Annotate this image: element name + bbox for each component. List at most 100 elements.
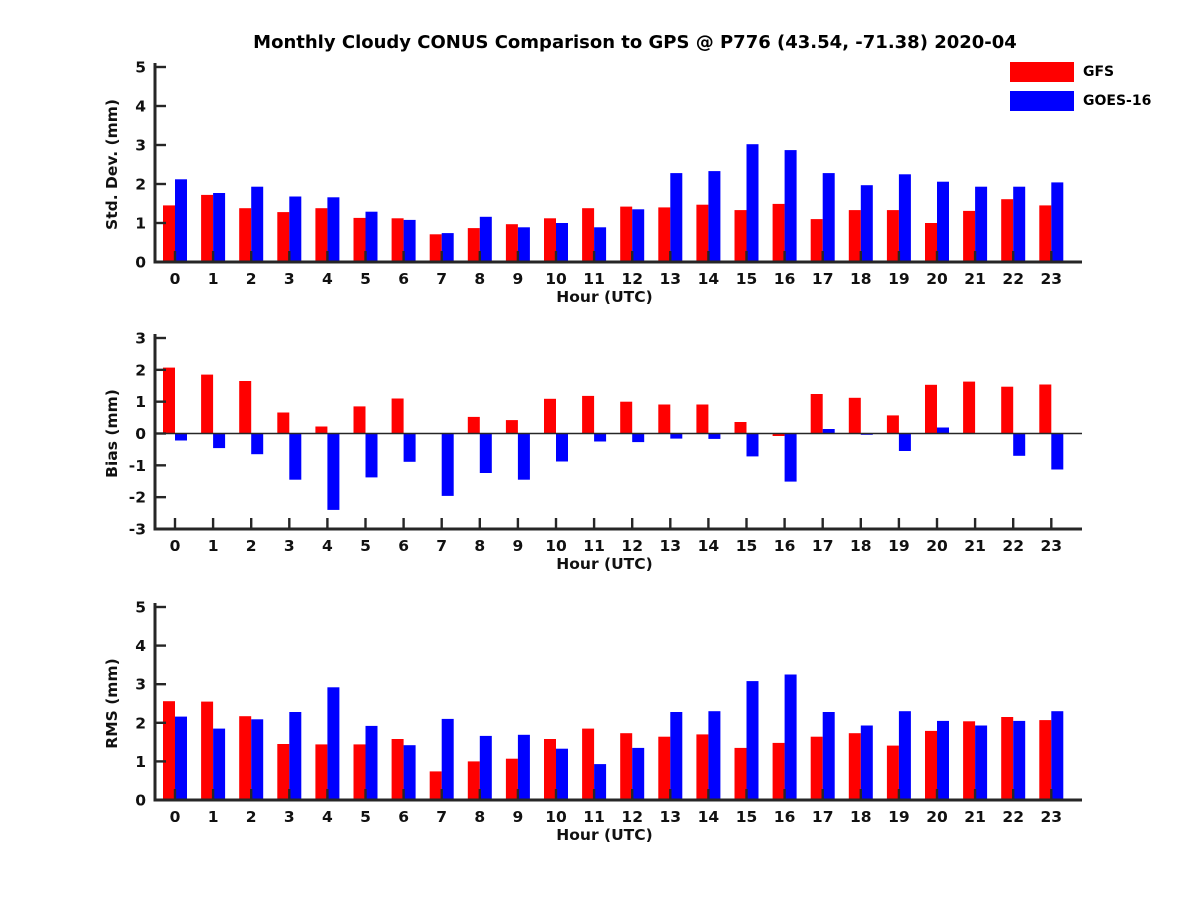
x-tick-label: 14: [698, 270, 720, 288]
rms-bar-gfs-h16: [772, 742, 785, 800]
y-tick-label: 3: [135, 330, 146, 348]
bias-bar-gfs-h19: [886, 415, 899, 434]
bias-bar-gfs-h17: [810, 394, 823, 434]
rms-bar-gfs-h12: [620, 733, 633, 800]
x-tick-label: 17: [812, 537, 834, 555]
stddev-bar-goes-16-h3: [289, 196, 302, 262]
bias-bar-gfs-h15: [734, 422, 747, 434]
x-tick-label: 4: [322, 808, 333, 826]
bias-bar-gfs-h4: [315, 426, 328, 434]
bias-bar-goes-16-h11: [594, 433, 607, 442]
x-tick-label: 2: [246, 808, 257, 826]
bias-bar-goes-16-h9: [517, 433, 530, 480]
x-tick-label: 20: [926, 537, 948, 555]
y-tick-label: 5: [135, 599, 146, 617]
bias-bar-gfs-h0: [163, 367, 175, 434]
legend: GFS GOES-16: [1010, 62, 1151, 120]
rms-bar-goes-16-h17: [822, 712, 835, 800]
x-tick-label: 1: [208, 270, 219, 288]
rms-bar-goes-16-h14: [708, 711, 721, 800]
rms-bar-goes-16-h1: [213, 728, 226, 800]
rms-bar-goes-16-h20: [937, 720, 949, 800]
stddev-bar-gfs-h3: [277, 212, 290, 262]
stddev-bar-goes-16-h14: [708, 171, 721, 262]
x-tick-label: 10: [545, 270, 567, 288]
stddev-bar-gfs-h19: [886, 210, 899, 262]
stddev-bar-goes-16-h12: [632, 209, 645, 262]
stddev-bar-gfs-h8: [467, 228, 480, 262]
x-tick-label: 19: [888, 808, 910, 826]
rms-bar-goes-16-h19: [898, 711, 911, 800]
x-tick-label: 19: [888, 270, 910, 288]
x-tick-label: 23: [1041, 537, 1063, 555]
y-tick-label: 2: [135, 714, 146, 732]
x-tick-label: 3: [284, 808, 295, 826]
x-tick-label: 23: [1041, 808, 1063, 826]
stddev-bar-gfs-h21: [963, 210, 976, 262]
stddev-bar-goes-16-h2: [251, 186, 264, 262]
rms-bar-goes-16-h0: [175, 716, 187, 800]
x-tick-label: 1: [208, 537, 219, 555]
x-tick-label: 15: [736, 270, 758, 288]
bias-bar-gfs-h13: [658, 404, 671, 434]
rms-bar-gfs-h6: [391, 739, 404, 800]
x-tick-label: 20: [926, 270, 948, 288]
rms-bar-goes-16-h5: [365, 725, 378, 800]
bias-bar-gfs-h1: [201, 374, 214, 434]
rms-bar-goes-16-h22: [1013, 720, 1026, 800]
x-tick-label: 18: [850, 808, 872, 826]
bias-bar-gfs-h9: [505, 420, 518, 434]
x-tick-label: 13: [660, 808, 682, 826]
x-tick-label: 17: [812, 270, 834, 288]
stddev-bar-gfs-h11: [582, 208, 595, 262]
bias-bar-goes-16-h1: [213, 433, 226, 449]
bias-bar-gfs-h10: [544, 398, 556, 434]
bias-bar-goes-16-h4: [327, 433, 340, 510]
gfs-color-swatch: [1010, 62, 1074, 82]
bias-xlabel: Hour (UTC): [556, 555, 652, 573]
rms-bar-goes-16-h12: [632, 747, 645, 800]
bias-bar-gfs-h23: [1039, 384, 1052, 434]
bias-bar-goes-16-h17: [822, 429, 835, 434]
bias-bar-goes-16-h15: [746, 433, 759, 457]
y-tick-label: 3: [135, 676, 146, 694]
bias-bar-goes-16-h12: [632, 433, 645, 443]
rms-ylabel: RMS (mm): [103, 658, 121, 748]
x-tick-label: 9: [513, 537, 524, 555]
x-tick-label: 16: [774, 808, 796, 826]
rms-bar-goes-16-h2: [251, 719, 264, 800]
x-tick-label: 9: [513, 270, 524, 288]
bias-bar-goes-16-h20: [937, 427, 949, 434]
stddev-bar-gfs-h5: [353, 217, 366, 262]
stddev-bar-gfs-h22: [1001, 199, 1014, 262]
stddev-bar-goes-16-h6: [403, 219, 416, 262]
stddev-ylabel: Std. Dev. (mm): [103, 99, 121, 230]
bias-bar-goes-16-h7: [441, 433, 454, 496]
stddev-bar-goes-16-h16: [784, 150, 797, 262]
rms-bar-goes-16-h9: [517, 734, 530, 800]
bias-bar-goes-16-h3: [289, 433, 302, 480]
stddev-bar-goes-16-h18: [860, 185, 873, 262]
stddev-bar-gfs-h6: [391, 218, 404, 262]
stddev-bar-goes-16-h13: [670, 173, 683, 262]
rms-bar-gfs-h20: [925, 730, 937, 800]
y-tick-label: 0: [135, 792, 146, 810]
legend-item-goes16: GOES-16: [1010, 91, 1151, 111]
stddev-bar-gfs-h2: [239, 208, 252, 262]
x-tick-label: 6: [398, 270, 409, 288]
x-tick-label: 14: [698, 537, 720, 555]
x-tick-label: 8: [474, 270, 485, 288]
rms-bar-goes-16-h15: [746, 681, 759, 800]
rms-bar-goes-16-h13: [670, 712, 683, 800]
stddev-bar-goes-16-h8: [479, 216, 492, 262]
bias-bar-gfs-h18: [848, 397, 861, 434]
y-tick-label: 5: [135, 59, 146, 77]
y-tick-label: -3: [129, 521, 146, 539]
y-tick-label: 2: [135, 361, 146, 379]
bias-bar-goes-16-h22: [1013, 433, 1026, 456]
stddev-bar-goes-16-h1: [213, 193, 226, 262]
rms-xlabel: Hour (UTC): [556, 826, 652, 844]
rms-bar-goes-16-h8: [479, 735, 492, 800]
stddev-bar-goes-16-h5: [365, 211, 378, 262]
